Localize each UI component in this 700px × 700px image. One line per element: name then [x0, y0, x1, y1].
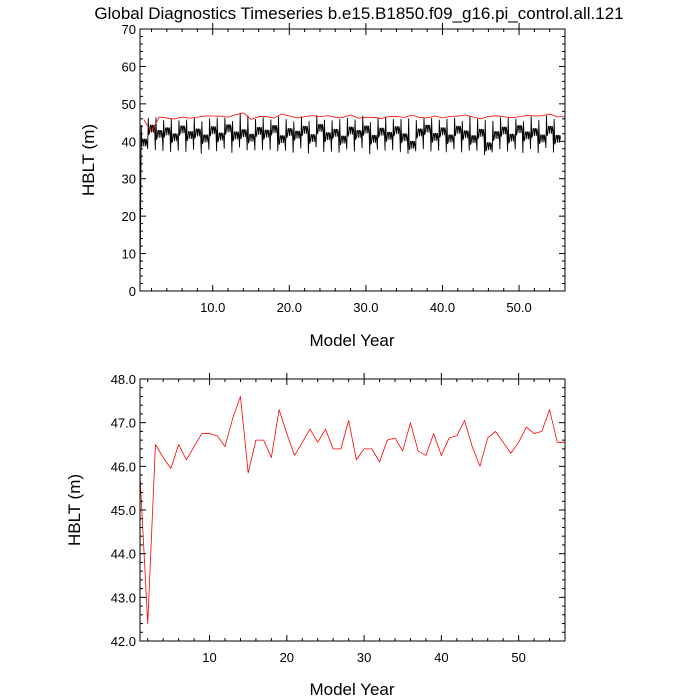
bottom-panel-annual-series-line: [139, 396, 565, 624]
bottom-panel-x-tick-label: 50: [511, 650, 525, 665]
bottom-panel-y-tick-label: 45.0: [111, 503, 136, 518]
bottom-panel-x-tick-label: 20: [280, 650, 294, 665]
top-panel-y-tick-label: 50: [122, 97, 136, 112]
top-panel-x-tick-label: 10.0: [200, 300, 225, 315]
bottom-panel-y-tick-label: 47.0: [111, 416, 136, 431]
top-panel-y-tick-label: 40: [122, 134, 136, 149]
top-panel-x-tick-label: 30.0: [353, 300, 378, 315]
bottom-panel-y-tick-label: 44.0: [111, 547, 136, 562]
top-panel-y-axis-label: HBLT (m): [79, 124, 98, 196]
top-panel-x-tick-label: 40.0: [430, 300, 455, 315]
top-panel-annual-series-line: [143, 112, 565, 133]
bottom-panel-y-tick-label: 42.0: [111, 634, 136, 649]
top-panel-frame: [139, 28, 566, 292]
top-panel-y-tick-label: 10: [122, 247, 136, 262]
top-panel: 0 10 20 30 40 50 60 70 10.0 20.0 30.0 40.0 50.0 Mode…: [79, 22, 566, 350]
bottom-panel: 42.0 43.0 44.0 45.0 46.0 47.0 48.0 10 20 30 40 50 M…: [65, 372, 566, 699]
bottom-panel-y-tick-label: 48.0: [111, 372, 136, 387]
bottom-panel-ticks: 42.0 43.0 44.0 45.0 46.0 47.0 48.0 10 20 30 40 50: [111, 372, 566, 665]
bottom-panel-frame: [139, 378, 566, 642]
bottom-panel-y-tick-label: 43.0: [111, 590, 136, 605]
top-panel-monthly-series-line: [139, 112, 561, 288]
top-panel-x-tick-label: 20.0: [277, 300, 302, 315]
top-panel-y-tick-label: 0: [129, 284, 136, 299]
top-panel-y-tick-label: 30: [122, 172, 136, 187]
bottom-panel-x-tick-label: 40: [434, 650, 448, 665]
top-panel-y-tick-label: 70: [122, 22, 136, 37]
top-panel-x-tick-label: 50.0: [506, 300, 531, 315]
bottom-panel-x-tick-label: 10: [202, 650, 216, 665]
top-panel-x-axis-label: Model Year: [309, 331, 394, 350]
bottom-panel-x-tick-label: 30: [357, 650, 371, 665]
chart-title: Global Diagnostics Timeseries b.e15.B185…: [94, 4, 623, 23]
top-panel-data: [139, 112, 565, 288]
bottom-panel-data: [139, 396, 565, 624]
top-panel-y-tick-label: 60: [122, 59, 136, 74]
bottom-panel-x-axis-label: Model Year: [309, 680, 394, 699]
top-panel-ticks: 0 10 20 30 40 50 60 70 10.0 20.0 30.0 40.0 50.0: [122, 22, 566, 315]
bottom-panel-y-tick-label: 46.0: [111, 459, 136, 474]
bottom-panel-y-axis-label: HBLT (m): [65, 474, 84, 546]
top-panel-y-tick-label: 20: [122, 209, 136, 224]
